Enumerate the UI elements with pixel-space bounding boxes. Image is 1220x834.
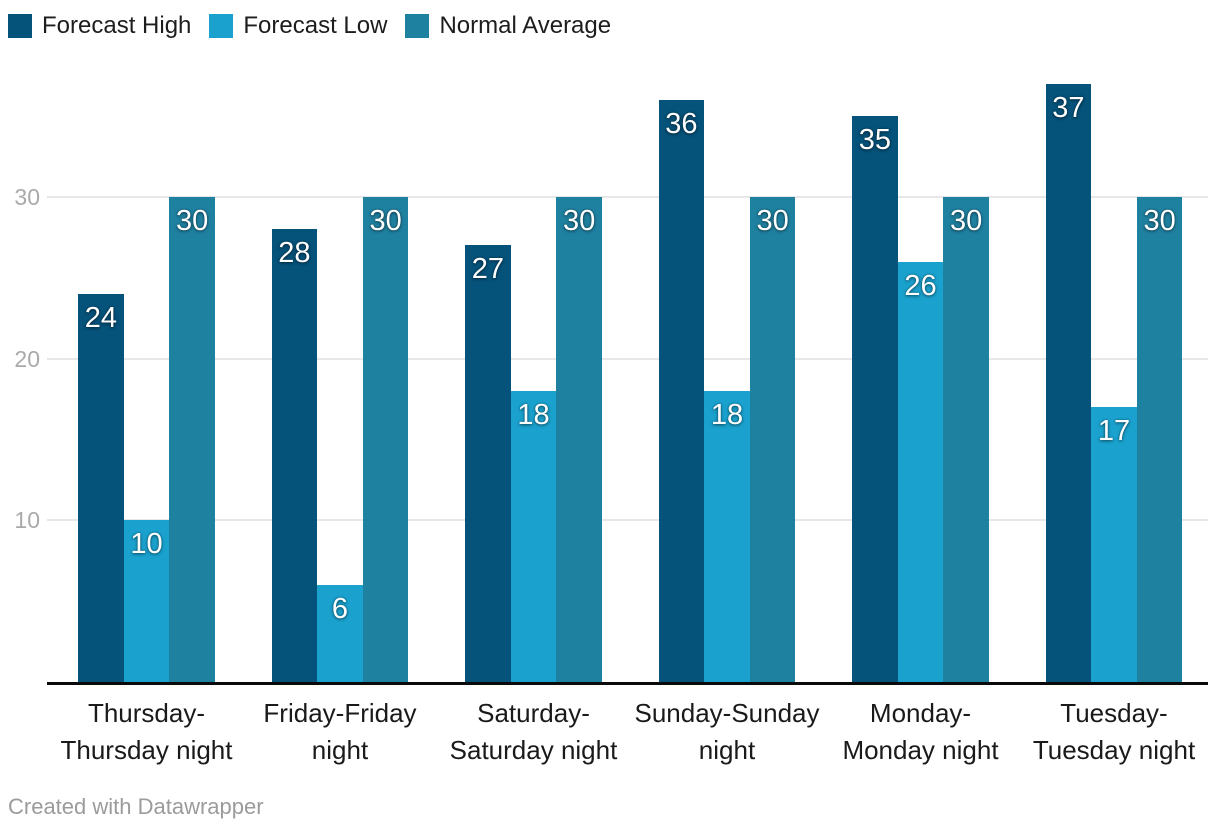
x-category-label: Thursday- Thursday night	[60, 698, 233, 765]
bar-forecast-high-3: 36	[658, 99, 705, 682]
bar-forecast-high-0: 24	[78, 293, 124, 682]
legend-item-label: Forecast High	[42, 12, 192, 39]
bar-value-label: 30	[950, 204, 983, 237]
legend: Forecast High Forecast Low Normal Average	[8, 13, 611, 39]
legend-swatch	[405, 14, 430, 38]
bar-normal-average-4: 30	[943, 196, 989, 682]
legend-item-forecast-low: Forecast Low	[209, 13, 387, 39]
bar-value-label: 30	[369, 204, 402, 237]
bar-value-label: 18	[517, 398, 550, 431]
legend-swatch	[8, 14, 32, 38]
bar-forecast-low-4: 26	[897, 261, 944, 682]
bar-value-label: 30	[1143, 204, 1176, 237]
bar-normal-average-2: 30	[556, 196, 602, 682]
bar-value-label: 24	[84, 301, 117, 334]
x-category-label: Friday-Friday night	[263, 698, 417, 765]
y-tick-label: 20	[14, 345, 40, 372]
bar-value-label: 30	[756, 204, 789, 237]
x-category-label: Monday- Monday night	[842, 698, 999, 765]
bar-forecast-high-2: 27	[465, 245, 511, 682]
attribution-text: Created with Datawrapper	[8, 794, 264, 819]
bar-forecast-low-1: 6	[317, 584, 363, 682]
bar-value-label: 18	[710, 398, 744, 431]
y-tick-label: 30	[14, 183, 40, 210]
bar-forecast-low-2: 18	[510, 390, 557, 682]
bar-forecast-low-0: 10	[123, 520, 170, 682]
bar-normal-average-1: 30	[362, 196, 409, 682]
legend-item-label: Forecast Low	[243, 12, 388, 39]
bar-normal-average-0: 30	[169, 196, 215, 682]
gridline	[47, 519, 1208, 522]
x-category-label: Tuesday- Tuesday night	[1032, 698, 1196, 765]
legend-item-forecast-high: Forecast High	[8, 13, 191, 39]
bar-value-label: 35	[858, 124, 891, 157]
bar-value-label: 17	[1097, 415, 1131, 448]
bar-forecast-low-5: 17	[1091, 407, 1137, 682]
bar-forecast-high-1: 28	[271, 229, 318, 682]
bar-forecast-low-3: 18	[704, 390, 750, 682]
bar-normal-average-3: 30	[749, 196, 796, 682]
bar-value-label: 10	[130, 528, 163, 561]
bar-value-label: 28	[278, 237, 311, 270]
bar-value-label: 6	[331, 592, 349, 625]
bar-forecast-high-5: 37	[1045, 83, 1092, 682]
bar-value-label: 30	[563, 204, 596, 237]
legend-item-normal-average: Normal Average	[405, 13, 611, 39]
bar-value-label: 26	[904, 269, 937, 302]
legend-swatch	[209, 14, 234, 38]
bar-value-label: 30	[176, 204, 209, 237]
gridline	[47, 195, 1208, 198]
y-tick-label: 10	[14, 507, 40, 534]
legend-item-label: Normal Average	[439, 12, 612, 39]
x-category-label: Saturday- Saturday night	[449, 698, 618, 765]
x-axis-line	[47, 682, 1208, 685]
bar-value-label: 37	[1052, 91, 1085, 124]
bar-normal-average-5: 30	[1136, 196, 1183, 682]
gridline	[47, 357, 1208, 360]
x-category-label: Sunday-Sunday night	[634, 698, 820, 765]
bar-value-label: 36	[665, 107, 698, 140]
bar-value-label: 27	[471, 253, 504, 286]
bar-forecast-high-4: 35	[852, 116, 898, 682]
